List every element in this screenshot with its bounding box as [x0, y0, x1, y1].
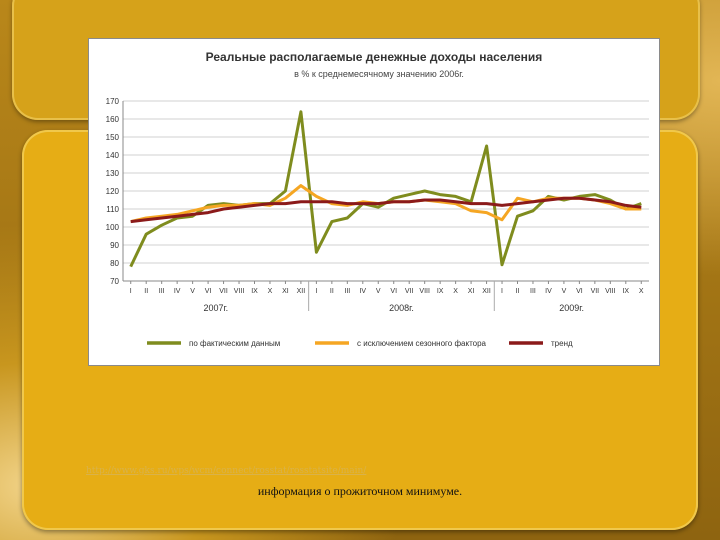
x-tick-label: X — [453, 288, 458, 295]
x-tick-label: VI — [576, 288, 583, 295]
x-tick-label: VII — [591, 288, 600, 295]
x-tick-label: III — [159, 288, 165, 295]
year-label: 2008г. — [389, 303, 414, 313]
chart-svg: Реальные располагаемые денежные доходы н… — [106, 50, 649, 348]
y-tick-label: 110 — [106, 205, 119, 214]
x-tick-label: XII — [482, 288, 491, 295]
y-tick-label: 160 — [106, 115, 120, 124]
x-tick-label: IX — [437, 288, 444, 295]
y-axis-ticks: 70 80 90 100 110 120 130 140 150 160 170 — [106, 97, 120, 286]
legend: по фактическим данным с исключением сезон… — [147, 339, 573, 348]
chart-subtitle: в % к среднемесячному значению 2006г. — [294, 69, 464, 79]
legend-label: по фактическим данным — [189, 339, 280, 348]
x-tick-label: VIII — [234, 288, 245, 295]
y-tick-label: 130 — [106, 169, 120, 178]
y-tick-label: 170 — [106, 97, 120, 106]
x-tick-label: X — [268, 288, 273, 295]
grid-lines — [122, 100, 649, 282]
y-tick-label: 90 — [110, 241, 119, 250]
x-tick-label: VII — [405, 288, 414, 295]
y-tick-label: 80 — [110, 259, 119, 268]
series-lines — [129, 110, 642, 268]
x-tick-label: IV — [174, 288, 181, 295]
x-tick-label: II — [144, 288, 148, 295]
x-tick-label: I — [315, 288, 317, 295]
y-tick-label: 70 — [110, 277, 119, 286]
x-tick-label: I — [501, 288, 503, 295]
x-tick-label: II — [516, 288, 520, 295]
y-tick-label: 100 — [106, 223, 120, 232]
year-label: 2009г. — [559, 303, 584, 313]
x-tick-label: VI — [390, 288, 397, 295]
x-tick-label: VII — [219, 288, 228, 295]
x-tick-label: I — [130, 288, 132, 295]
x-tick-label: V — [562, 288, 567, 295]
chart-frame: Реальные располагаемые денежные доходы н… — [88, 38, 660, 366]
caption-text: информация о прожиточном минимуме. — [257, 484, 463, 498]
source-link[interactable]: http://www.gks.ru/wps/wcm/connect/rossta… — [86, 466, 367, 476]
x-tick-label: IV — [545, 288, 552, 295]
series-line-2 — [130, 196, 642, 224]
x-tick-label: XII — [297, 288, 306, 295]
x-tick-label: IX — [251, 288, 258, 295]
x-axis-ticks: I II III IV V VI VII VIII IX X XI XII I II III IV V VI VII… — [130, 281, 644, 311]
legend-label: с исключением сезонного фактора — [357, 339, 487, 348]
x-tick-label: III — [344, 288, 350, 295]
x-tick-label: XI — [468, 288, 475, 295]
y-tick-label: 140 — [106, 151, 120, 160]
x-tick-label: X — [639, 288, 644, 295]
series-line-0 — [129, 110, 642, 268]
x-tick-label: V — [376, 288, 381, 295]
x-tick-label: XI — [282, 288, 289, 295]
legend-label: тренд — [551, 339, 573, 348]
x-tick-label: IX — [622, 288, 629, 295]
year-label: 2007г. — [203, 303, 228, 313]
x-tick-label: VIII — [419, 288, 430, 295]
x-tick-label: III — [530, 288, 536, 295]
x-tick-label: VI — [205, 288, 212, 295]
chart-title: Реальные располагаемые денежные доходы н… — [206, 50, 543, 64]
y-tick-label: 120 — [106, 187, 120, 196]
x-tick-label: VIII — [605, 288, 616, 295]
x-tick-label: V — [190, 288, 195, 295]
y-tick-label: 150 — [106, 133, 120, 142]
x-tick-label: II — [330, 288, 334, 295]
x-tick-label: IV — [359, 288, 366, 295]
year-labels: 2007г. 2008г. 2009г. — [203, 303, 584, 313]
